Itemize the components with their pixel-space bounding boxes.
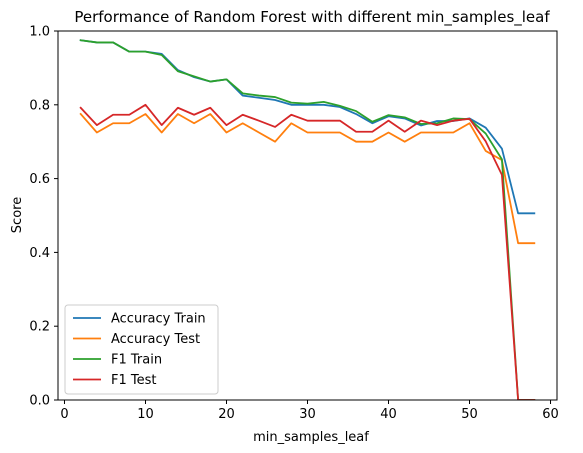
chart-title: Performance of Random Forest with differ… xyxy=(74,8,550,27)
legend: Accuracy Train Accuracy Test F1 Train F1 Te… xyxy=(64,304,219,395)
axes: 0 10 20 30 40 50 60 0.0 0.2 0.4 0.6 0.8 1.0 xyxy=(29,25,558,423)
y-tick-label: 0.6 xyxy=(29,172,50,187)
plot-area xyxy=(79,39,536,400)
y-axis-label: Score xyxy=(10,197,25,233)
series-line-f1-test xyxy=(79,103,536,400)
x-tick-label: 10 xyxy=(137,407,154,422)
x-axis-label: min_samples_leaf xyxy=(253,430,369,445)
legend-box xyxy=(64,304,219,395)
y-tick-label: 0.4 xyxy=(29,246,50,261)
series-line-accuracy-train xyxy=(79,39,536,215)
legend-label: F1 Train xyxy=(111,353,162,368)
x-tick-label: 20 xyxy=(218,407,235,422)
legend-label: Accuracy Test xyxy=(111,332,200,347)
y-tick-label: 0.8 xyxy=(29,98,50,113)
x-tick-label: 0 xyxy=(60,407,68,422)
legend-label: F1 Test xyxy=(111,373,156,388)
legend-label: Accuracy Train xyxy=(111,312,206,327)
y-tick-label: 0.0 xyxy=(29,394,50,409)
series-line-accuracy-test xyxy=(79,112,536,245)
y-tick-label: 1.0 xyxy=(29,25,50,40)
x-tick-label: 40 xyxy=(380,407,397,422)
y-tick-label: 0.2 xyxy=(29,320,50,335)
x-tick-label: 60 xyxy=(542,407,559,422)
x-tick-label: 50 xyxy=(461,407,478,422)
x-tick-label: 30 xyxy=(299,407,316,422)
series-line-f1-train xyxy=(79,39,536,400)
